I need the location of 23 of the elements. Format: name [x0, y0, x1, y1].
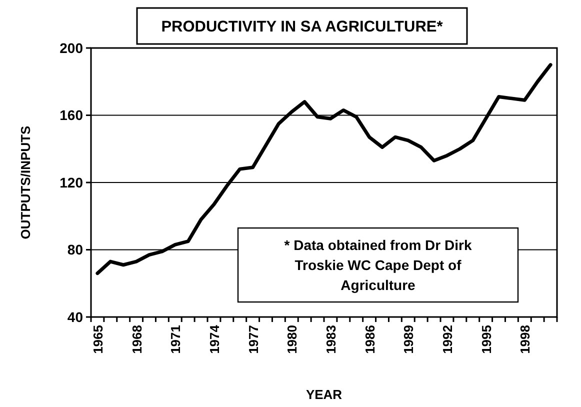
x-tick-label: 1980: [284, 325, 300, 354]
annotation: * Data obtained from Dr Dirk Troskie WC Cape Dept of Agriculture: [284, 237, 472, 293]
y-tick-label: 200: [60, 40, 84, 56]
x-axis-title: YEAR: [306, 387, 343, 402]
x-tick-label: 1992: [440, 325, 455, 354]
x-tick-label: 1989: [401, 325, 416, 354]
x-tick-label: 1965: [90, 325, 106, 354]
x-tick-label: 1968: [129, 325, 144, 354]
y-axis-title: OUTPUTS/INPUTS: [18, 125, 33, 240]
x-tick-label: 1986: [362, 325, 378, 354]
x-tick-label: 1971: [168, 325, 184, 354]
y-tick-label: 120: [60, 174, 84, 190]
x-tick-label: 1977: [246, 325, 261, 354]
y-tick-label: 40: [67, 308, 84, 325]
x-tick-label: 1983: [323, 325, 338, 354]
chart-title: PRODUCTIVITY IN SA AGRICULTURE*: [161, 18, 444, 36]
y-tick-label: 80: [67, 242, 84, 258]
y-tick-label: 160: [60, 107, 84, 124]
note-box: * Data obtained from Dr Dirk Troskie WC Cape Dept of Agriculture: [237, 227, 519, 303]
x-tick-label: 1974: [206, 324, 222, 354]
line-series: [96, 63, 552, 276]
x-tick-label: 1995: [478, 325, 494, 354]
x-tick-label: 1998: [518, 325, 533, 354]
